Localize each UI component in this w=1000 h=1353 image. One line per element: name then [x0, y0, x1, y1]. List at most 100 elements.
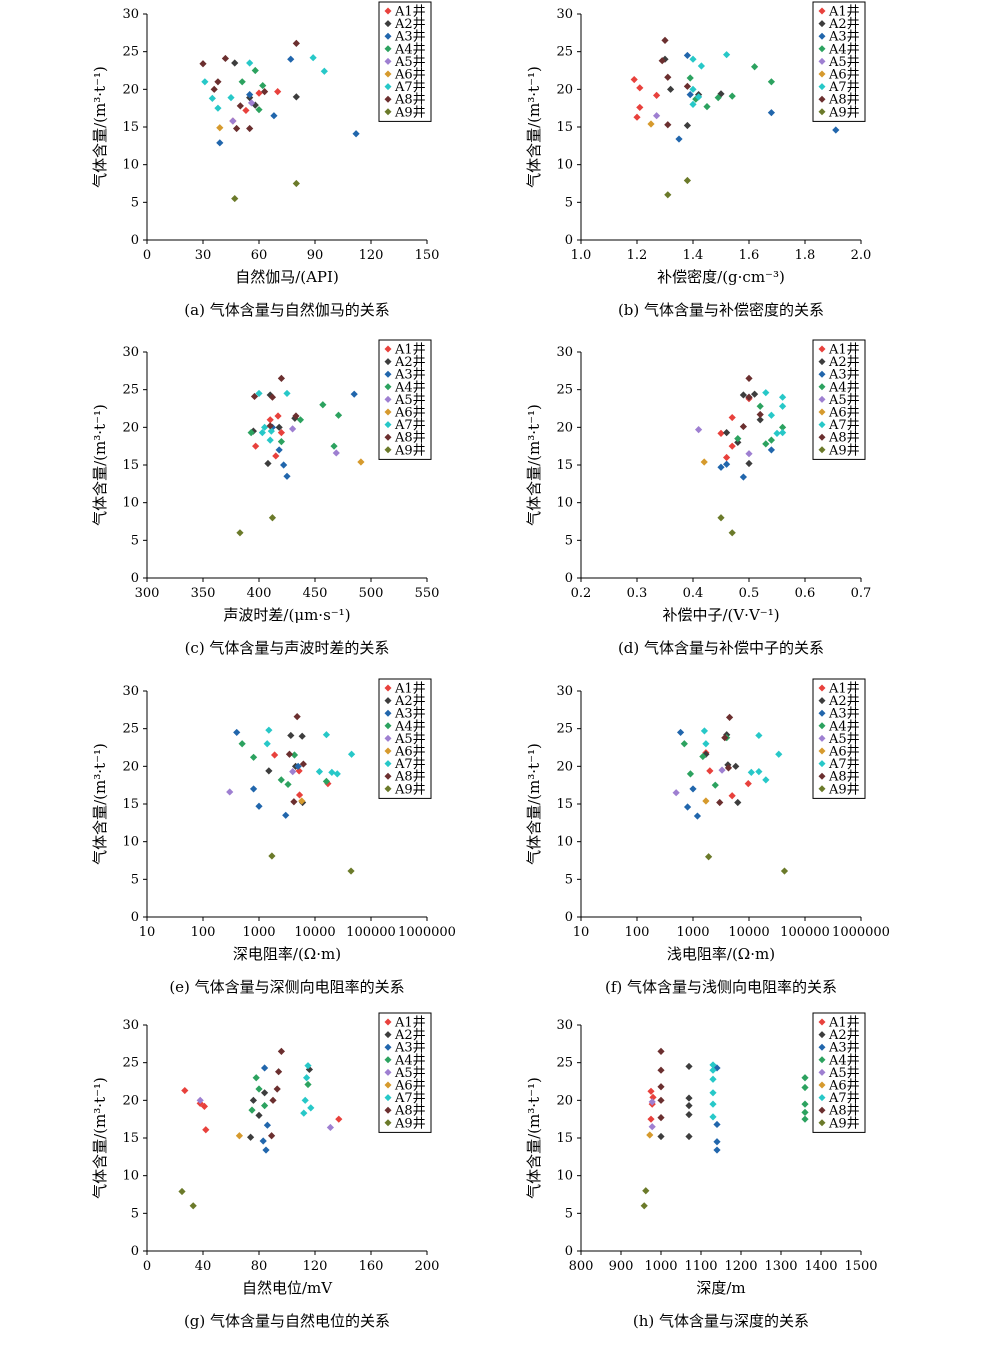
legend-marker	[818, 370, 826, 378]
data-point	[229, 117, 237, 125]
data-point	[640, 1202, 648, 1210]
x-tick-label: 60	[251, 248, 268, 263]
data-point	[277, 438, 285, 446]
legend-label: A9井	[828, 105, 860, 120]
legend-marker	[818, 697, 826, 705]
data-point	[705, 853, 713, 861]
chart-panel-2: 0 5 10 15 20 25 30 300 350 400 450 500 550 声波时差/(μm·s…	[91, 339, 439, 657]
y-tick-label: 25	[122, 722, 139, 737]
data-point	[739, 422, 747, 431]
data-point	[767, 78, 775, 86]
legend-label: A1井	[394, 5, 426, 20]
x-tick-label: 80	[251, 1259, 268, 1274]
data-point	[801, 1074, 809, 1082]
data-point	[266, 422, 274, 430]
data-point	[258, 429, 266, 437]
x-tick-label: 1.0	[571, 248, 592, 263]
x-tick-label: 0	[143, 248, 151, 263]
data-point	[255, 89, 263, 97]
data-point	[728, 413, 736, 422]
legend-marker	[818, 7, 826, 15]
legend-marker	[818, 747, 826, 755]
data-point	[745, 393, 753, 401]
data-point	[181, 1086, 189, 1095]
data-point	[664, 191, 672, 199]
data-point	[250, 392, 259, 401]
legend-marker	[818, 1018, 826, 1026]
data-point	[756, 402, 764, 410]
data-point	[685, 1102, 693, 1110]
legend-label: A2井	[394, 1028, 426, 1043]
legend-marker	[818, 722, 826, 730]
y-tick-label: 5	[131, 195, 139, 210]
data-point	[728, 92, 736, 100]
x-tick-label: 500	[359, 586, 384, 601]
data-point	[320, 67, 328, 75]
legend-label: A3井	[828, 368, 860, 383]
data-point	[658, 57, 666, 65]
data-point	[284, 780, 292, 789]
x-axis-label: 补偿密度/(g·cm⁻³)	[657, 268, 785, 286]
legend-label: A8井	[828, 93, 860, 108]
data-point	[779, 393, 787, 401]
data-point	[716, 798, 724, 807]
x-tick-label: 1.6	[739, 248, 760, 263]
legend-marker	[818, 1119, 826, 1127]
legend-marker	[384, 370, 392, 378]
data-point	[322, 731, 331, 739]
legend-label: A4井	[828, 1053, 860, 1068]
data-point	[277, 429, 285, 437]
data-point	[747, 768, 755, 776]
data-point	[280, 461, 288, 469]
x-tick-label: 30	[195, 248, 212, 263]
y-tick-label: 10	[122, 496, 139, 511]
x-tick-label: 1.8	[795, 248, 816, 263]
data-point	[713, 1146, 721, 1154]
data-point	[210, 85, 218, 93]
data-point	[265, 726, 273, 734]
data-point	[732, 762, 740, 770]
x-tick-label: 350	[191, 586, 216, 601]
data-point	[236, 102, 244, 110]
legend-marker	[384, 45, 392, 53]
data-point	[307, 1104, 315, 1112]
data-point	[706, 767, 714, 775]
data-point	[255, 1085, 263, 1093]
legend-label: A4井	[828, 719, 860, 734]
y-tick-label: 30	[556, 1018, 573, 1033]
data-point	[285, 750, 294, 758]
data-point	[330, 442, 338, 450]
x-tick-label: 0.6	[795, 586, 816, 601]
data-point	[214, 104, 222, 112]
legend-label: A8井	[828, 431, 860, 446]
data-point	[277, 1047, 285, 1055]
legend-label: A7井	[828, 418, 860, 433]
data-point	[238, 740, 246, 748]
data-point	[751, 390, 759, 398]
legend-label: A7井	[828, 80, 860, 95]
legend-label: A4井	[828, 42, 860, 57]
data-point	[277, 776, 285, 784]
chart-panel-0: 0 5 10 15 20 25 30 0 30 60 90 120 150 自然伽马/(API) 气体含量/…	[91, 1, 439, 319]
legend-marker	[384, 446, 392, 454]
legend-marker	[384, 1031, 392, 1039]
data-point	[686, 770, 695, 778]
y-axis-label: 气体含量/(m³·t⁻¹)	[91, 404, 109, 526]
legend-marker	[384, 345, 392, 353]
data-point	[709, 1113, 717, 1121]
data-point	[642, 1187, 650, 1195]
legend-marker	[818, 345, 826, 353]
data-point	[695, 425, 703, 434]
legend-label: A3井	[828, 30, 860, 45]
data-point	[333, 770, 341, 778]
legend-marker	[384, 785, 392, 793]
legend-label: A3井	[394, 30, 426, 45]
legend-marker	[818, 1094, 826, 1102]
y-tick-label: 25	[122, 45, 139, 60]
data-point	[653, 91, 661, 99]
x-tick-label: 10000	[294, 925, 335, 940]
data-point	[657, 1047, 665, 1055]
legend-marker	[818, 1068, 826, 1076]
data-point	[293, 713, 301, 721]
